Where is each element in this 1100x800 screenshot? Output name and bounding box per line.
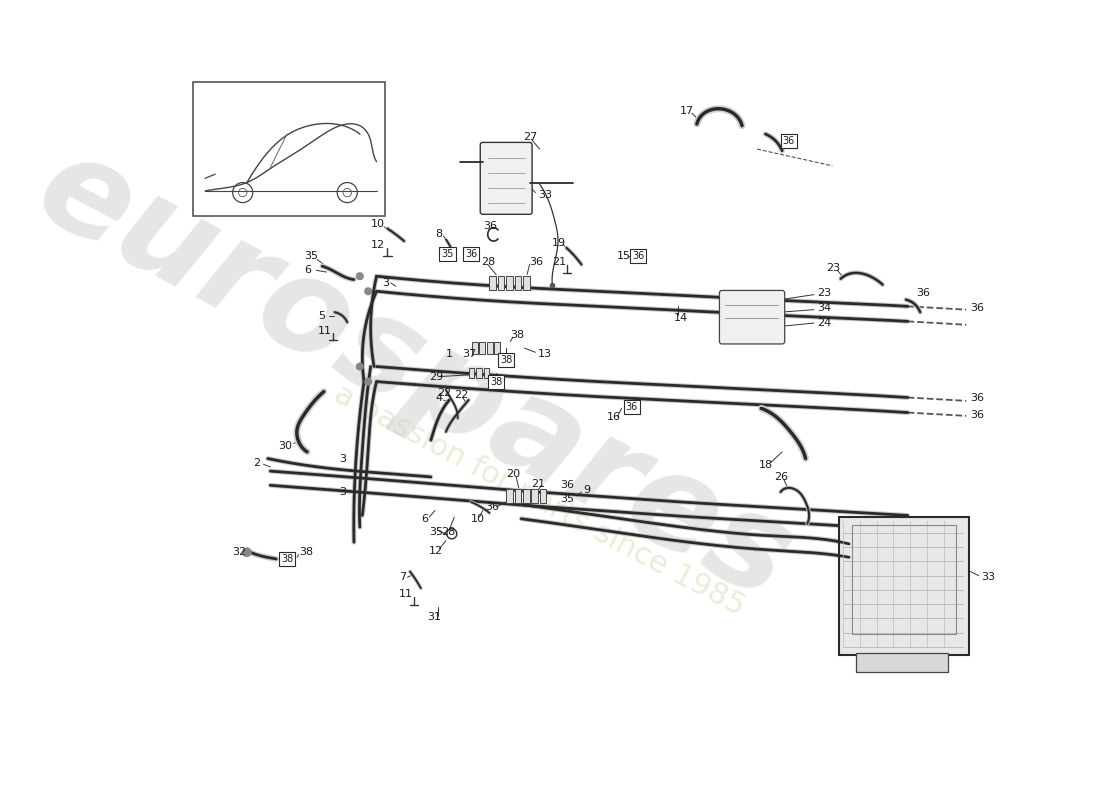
Text: 28: 28 — [481, 257, 495, 267]
Text: 16: 16 — [606, 412, 620, 422]
Text: 22: 22 — [438, 388, 452, 398]
FancyBboxPatch shape — [481, 142, 532, 214]
Text: 19: 19 — [552, 238, 567, 248]
Text: 36: 36 — [626, 402, 638, 412]
Text: 20: 20 — [506, 469, 520, 478]
Bar — [531, 490, 538, 503]
Text: 35: 35 — [429, 527, 443, 537]
Text: 11: 11 — [399, 589, 414, 599]
Text: 35: 35 — [304, 251, 318, 261]
Text: 36: 36 — [483, 221, 497, 231]
Text: 10: 10 — [371, 219, 385, 230]
Text: 27: 27 — [522, 131, 537, 142]
Bar — [192, 82, 385, 216]
Text: 38: 38 — [280, 554, 294, 564]
Text: 22: 22 — [454, 390, 469, 400]
Text: 36: 36 — [970, 394, 985, 403]
Bar — [487, 342, 493, 354]
Text: 15: 15 — [617, 251, 630, 261]
Text: eurospares: eurospares — [15, 123, 813, 627]
Text: 8: 8 — [436, 230, 442, 239]
Text: 14: 14 — [673, 313, 688, 323]
Text: 29: 29 — [429, 371, 443, 382]
Circle shape — [365, 288, 372, 294]
Text: 12: 12 — [429, 546, 443, 555]
Bar — [506, 490, 513, 503]
Text: 35: 35 — [561, 494, 574, 504]
Bar — [484, 368, 490, 378]
Text: 36: 36 — [783, 136, 795, 146]
Text: a passion for parts since 1985: a passion for parts since 1985 — [329, 379, 750, 622]
Text: 28: 28 — [441, 527, 455, 537]
Bar — [515, 490, 521, 503]
Bar — [515, 276, 521, 290]
Text: 38: 38 — [510, 330, 525, 340]
Circle shape — [243, 548, 251, 557]
Circle shape — [280, 553, 288, 562]
Text: 31: 31 — [427, 613, 441, 622]
Text: 36: 36 — [465, 249, 477, 258]
Text: 32: 32 — [232, 547, 246, 558]
Text: 1: 1 — [446, 349, 453, 359]
Bar — [522, 490, 529, 503]
Text: 4: 4 — [436, 394, 442, 403]
Circle shape — [365, 378, 372, 385]
Bar — [490, 276, 496, 290]
Text: 18: 18 — [759, 460, 773, 470]
Text: 24: 24 — [817, 318, 832, 328]
Text: 7: 7 — [399, 572, 406, 582]
Text: 36: 36 — [485, 502, 499, 512]
Text: 30: 30 — [278, 441, 293, 451]
Text: 36: 36 — [632, 251, 645, 261]
Bar — [495, 342, 500, 354]
Text: 9: 9 — [583, 486, 591, 495]
Text: 36: 36 — [561, 480, 574, 490]
Text: 34: 34 — [817, 303, 832, 313]
Text: 3: 3 — [339, 487, 345, 497]
Text: 37: 37 — [463, 349, 476, 359]
Text: 26: 26 — [773, 472, 788, 482]
Bar — [469, 368, 474, 378]
Text: 36: 36 — [916, 288, 930, 298]
FancyBboxPatch shape — [719, 290, 784, 344]
Bar — [506, 276, 513, 290]
Text: 33: 33 — [538, 190, 552, 200]
Bar — [472, 342, 477, 354]
Text: 36: 36 — [970, 410, 985, 420]
Text: 5: 5 — [318, 311, 324, 322]
Text: 36: 36 — [970, 303, 985, 313]
Text: 11: 11 — [318, 326, 332, 337]
Text: 2: 2 — [254, 458, 261, 468]
Text: 38: 38 — [490, 377, 503, 386]
Text: 6: 6 — [304, 266, 311, 275]
Text: 38: 38 — [299, 547, 312, 558]
Text: 3: 3 — [383, 278, 389, 288]
Bar — [476, 368, 482, 378]
Text: 12: 12 — [371, 240, 385, 250]
Text: 38: 38 — [500, 355, 513, 365]
Text: 36: 36 — [529, 257, 543, 267]
Bar — [856, 654, 948, 672]
Bar — [851, 526, 956, 634]
Bar — [480, 342, 485, 354]
Text: 35: 35 — [441, 249, 454, 258]
Bar — [498, 276, 505, 290]
Text: 33: 33 — [981, 572, 996, 582]
Text: 3: 3 — [339, 454, 345, 463]
Bar — [522, 276, 529, 290]
Circle shape — [356, 363, 363, 370]
Text: 17: 17 — [680, 106, 694, 117]
Circle shape — [356, 273, 363, 279]
Text: 10: 10 — [471, 514, 485, 524]
Text: 13: 13 — [538, 349, 552, 359]
Text: 6: 6 — [421, 514, 428, 524]
Text: 23: 23 — [826, 263, 839, 273]
Text: 23: 23 — [817, 288, 832, 298]
Text: 21: 21 — [552, 257, 567, 267]
Bar — [839, 517, 969, 655]
Text: 21: 21 — [531, 478, 546, 489]
Bar — [540, 490, 547, 503]
